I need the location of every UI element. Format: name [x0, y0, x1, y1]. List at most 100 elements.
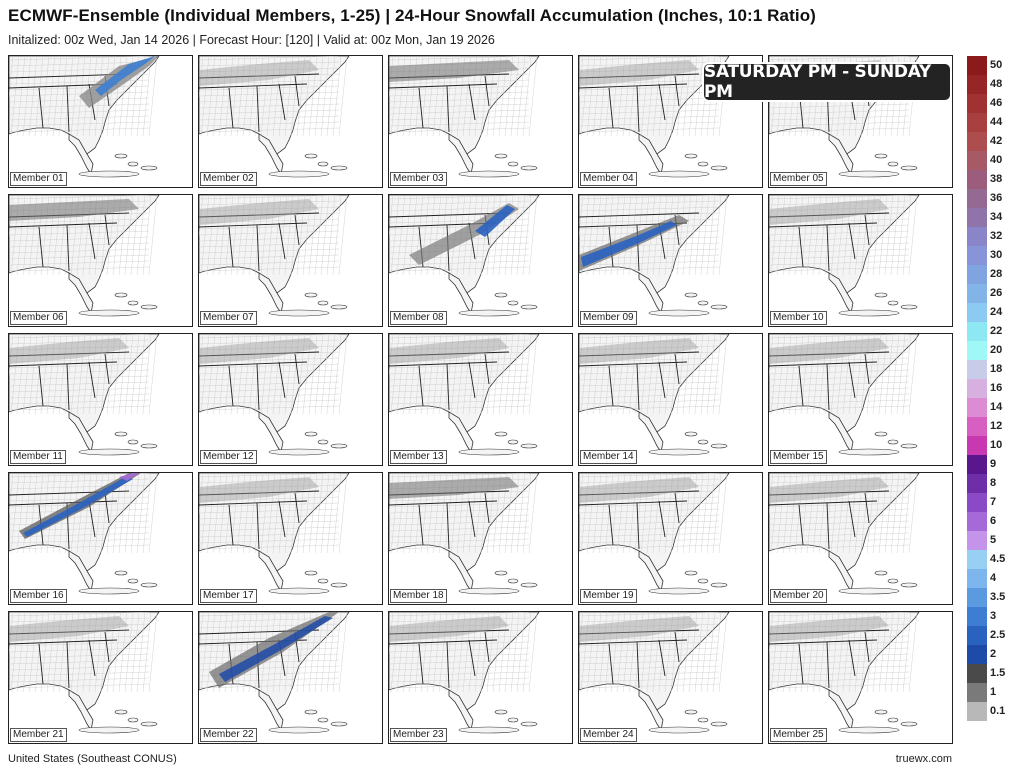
island [710, 443, 728, 449]
snowfall-shading [769, 616, 889, 642]
county-line [616, 473, 626, 554]
county-line [76, 473, 86, 554]
legend-entry: 1 [966, 683, 1020, 702]
legend-swatch [967, 322, 987, 341]
county-line [82, 473, 92, 554]
legend-swatch [967, 170, 987, 189]
county-line [389, 538, 530, 544]
legend-label: 18 [990, 363, 1003, 375]
county-line [260, 473, 270, 554]
county-line [236, 56, 246, 137]
state-border [798, 643, 804, 685]
county-line [579, 334, 720, 339]
county-line [16, 612, 26, 693]
county-line [9, 266, 150, 272]
county-line [450, 612, 460, 693]
florida-peninsula [448, 272, 474, 315]
county-line [812, 612, 822, 693]
county-line [9, 659, 150, 665]
island [268, 170, 330, 178]
state-border [389, 351, 510, 357]
county-line [199, 67, 340, 73]
state-border [658, 83, 666, 121]
florida-peninsula [68, 272, 94, 315]
county-line [579, 671, 720, 677]
island [697, 161, 709, 167]
county-line [769, 339, 910, 345]
state-border [199, 490, 320, 496]
county-line [769, 248, 910, 254]
county-line [199, 109, 340, 115]
island [127, 578, 139, 584]
county-line [516, 473, 526, 554]
county-line [148, 473, 158, 554]
state-border [199, 361, 308, 367]
county-line [769, 218, 910, 224]
county-line [718, 195, 728, 276]
county-line [148, 195, 158, 276]
member-label: Member 07 [200, 311, 257, 325]
county-line [528, 334, 538, 415]
county-line [9, 357, 150, 363]
county-line [769, 254, 910, 260]
county-line [579, 612, 720, 617]
county-line [389, 357, 530, 363]
legend-label: 12 [990, 420, 1003, 432]
state-border [468, 500, 476, 538]
county-line [769, 484, 910, 490]
county-line [769, 266, 910, 272]
county-line [769, 393, 910, 399]
county-line [769, 520, 910, 526]
county-line [640, 612, 650, 693]
legend-entry: 14 [966, 398, 1020, 417]
legend-swatch [967, 531, 987, 550]
county-line [199, 526, 340, 532]
county-line [586, 56, 596, 137]
state-border [9, 351, 130, 357]
member-panel: Member 03 [388, 55, 573, 188]
state-border [484, 75, 490, 107]
member-label: Member 21 [10, 728, 67, 742]
legend-label: 3.5 [990, 591, 1006, 603]
county-line [199, 357, 340, 363]
county-line [9, 683, 150, 689]
county-line [579, 357, 720, 363]
county-line [579, 473, 584, 516]
county-line [782, 473, 792, 554]
member-label: Member 13 [390, 450, 447, 464]
florida-peninsula [638, 133, 664, 176]
county-line [389, 224, 530, 230]
member-map [389, 195, 540, 317]
county-line [769, 514, 910, 520]
county-line [389, 127, 530, 133]
county-line [492, 334, 502, 415]
legend-label: 22 [990, 325, 1003, 337]
county-line [9, 514, 150, 520]
land-area [199, 612, 350, 711]
county-line [224, 56, 234, 137]
county-line [579, 623, 720, 629]
ensemble-member-grid: Member 01 Member 02 Member 03 Member 04 Memb… [8, 55, 958, 745]
county-line [389, 334, 394, 377]
county-line [46, 334, 56, 415]
island [520, 721, 538, 727]
county-line [199, 230, 340, 236]
county-line [769, 532, 910, 538]
county-line [769, 683, 910, 689]
member-map [579, 195, 730, 317]
county-line [616, 195, 626, 276]
county-line [579, 659, 720, 665]
county-line [76, 334, 86, 415]
legend-label: 32 [990, 230, 1003, 242]
member-label: Member 16 [10, 589, 67, 603]
state-border [104, 631, 110, 663]
county-line [272, 473, 282, 554]
county-line [389, 508, 530, 514]
county-line [782, 195, 792, 276]
state-border [484, 353, 490, 385]
county-line [646, 334, 656, 415]
state-border [446, 641, 450, 689]
snowfall-shading [119, 473, 139, 481]
county-line [106, 612, 116, 693]
county-line [326, 334, 336, 415]
